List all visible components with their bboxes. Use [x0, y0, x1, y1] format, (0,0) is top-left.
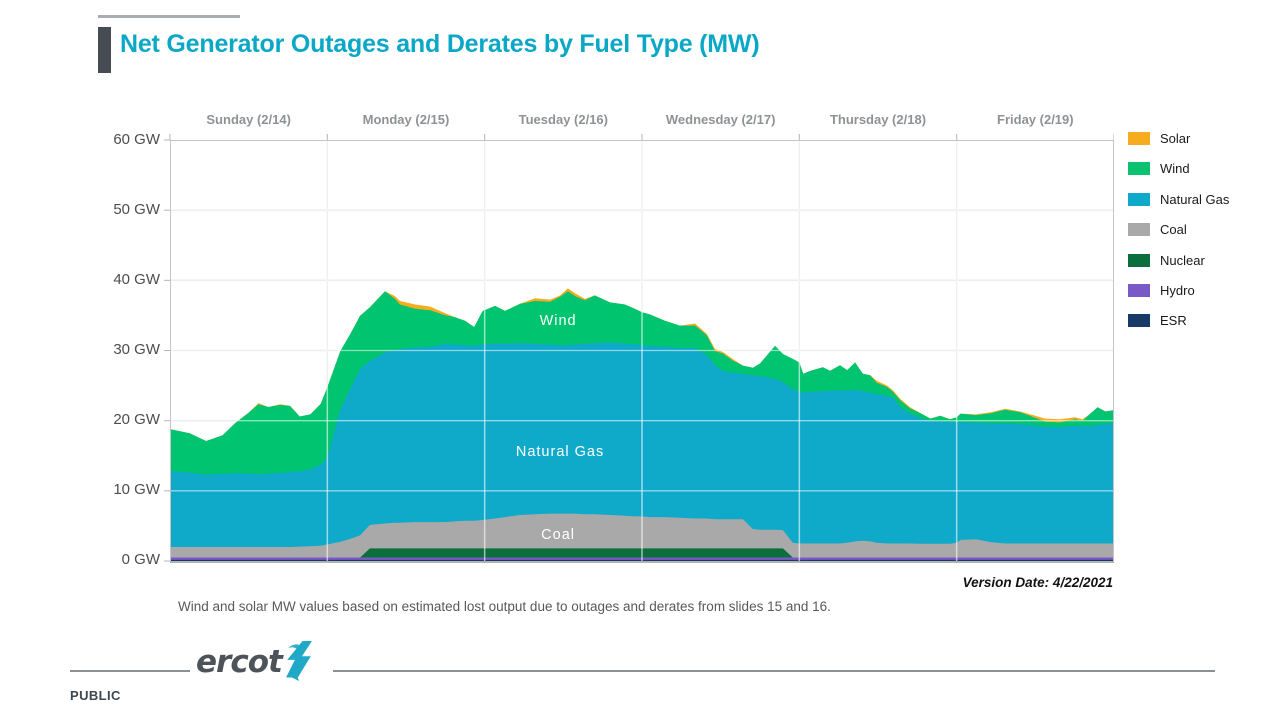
ercot-bolt-icon [286, 641, 312, 681]
classification-label: PUBLIC [70, 688, 121, 703]
day-label: Friday (2/19) [997, 112, 1074, 127]
day-label: Wednesday (2/17) [665, 112, 776, 127]
y-tick-label: 0 GW [121, 551, 160, 568]
inner-series-label: Natural Gas [516, 444, 604, 460]
title-top-rule [98, 15, 240, 18]
ercot-logo: ercot [196, 644, 283, 680]
title-accent-bar [98, 27, 111, 73]
day-label: Monday (2/15) [362, 112, 450, 127]
page-title: Net Generator Outages and Derates by Fue… [120, 30, 760, 58]
legend-swatch [1128, 223, 1150, 237]
y-tick-label: 60 GW [113, 131, 160, 148]
legend-swatch [1128, 162, 1150, 176]
legend-swatch [1128, 314, 1150, 328]
footer-divider-left [70, 670, 190, 672]
y-tick-label: 20 GW [113, 411, 160, 428]
legend-label: Nuclear [1160, 252, 1205, 268]
legend-swatch [1128, 284, 1150, 297]
chart-footnote: Wind and solar MW values based on estima… [178, 599, 831, 614]
day-label: Tuesday (2/16) [518, 112, 608, 127]
legend-label: ESR [1160, 313, 1187, 329]
y-tick-label: 50 GW [113, 201, 160, 218]
day-label: Thursday (2/18) [829, 112, 927, 127]
y-tick-label: 30 GW [113, 341, 160, 358]
legend-label: Coal [1160, 222, 1187, 238]
version-date: Version Date: 4/22/2021 [962, 575, 1113, 590]
footer-divider-right [333, 670, 1215, 672]
day-label: Sunday (2/14) [206, 112, 291, 127]
legend-label: Wind [1160, 161, 1190, 177]
legend-label: Solar [1160, 131, 1191, 146]
inner-series-label: Coal [541, 527, 575, 543]
y-tick-label: 40 GW [113, 271, 160, 288]
inner-series-label: Wind [540, 313, 577, 329]
legend-swatch [1128, 132, 1150, 145]
legend-label: Natural Gas [1160, 191, 1230, 207]
stacked-area-chart: Wind Natural Gas Coal [164, 134, 1114, 563]
y-tick-label: 10 GW [113, 481, 160, 498]
legend-swatch [1128, 192, 1150, 206]
legend-swatch [1128, 253, 1150, 267]
legend-label: Hydro [1160, 283, 1195, 298]
